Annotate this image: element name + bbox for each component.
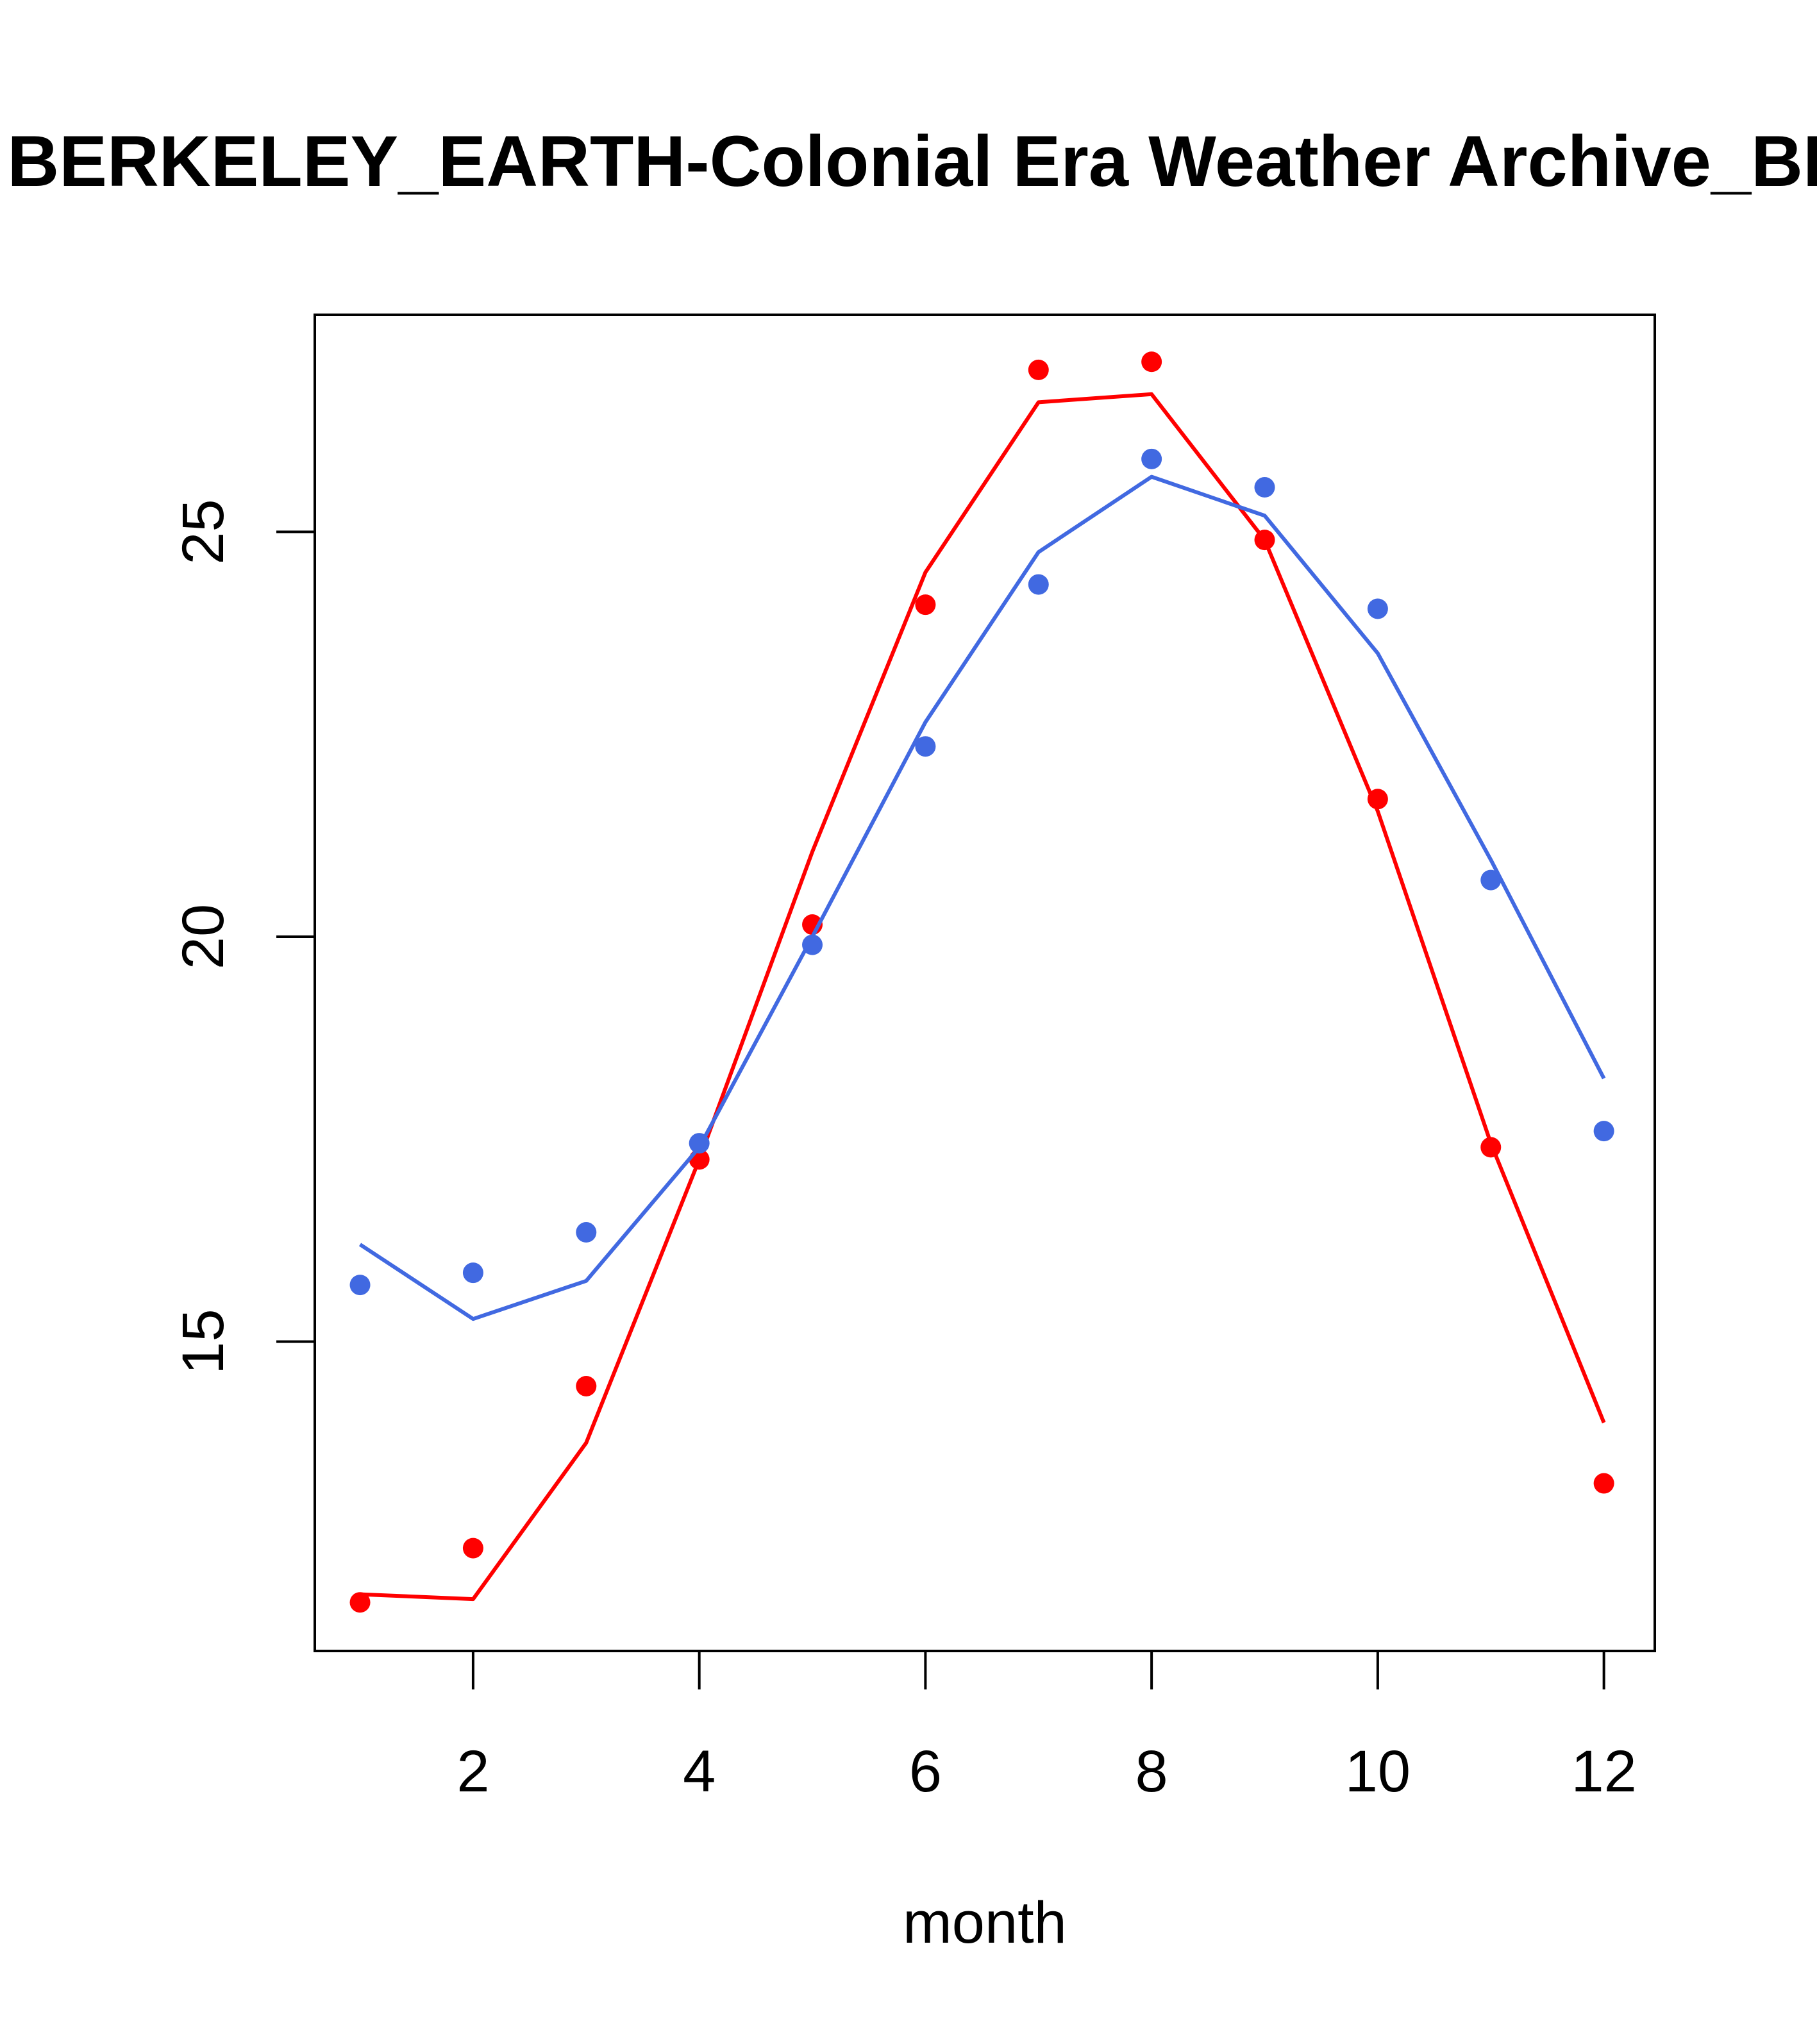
data-point xyxy=(349,1592,371,1613)
data-point xyxy=(349,1275,371,1296)
data-point xyxy=(915,736,936,757)
data-point xyxy=(1254,530,1275,551)
data-point xyxy=(1480,1137,1502,1158)
x-tick-label: 8 xyxy=(1135,1739,1168,1804)
x-axis-title: month xyxy=(903,1890,1067,1956)
series-line xyxy=(360,392,1606,1602)
x-tick-label: 4 xyxy=(683,1739,716,1804)
data-point xyxy=(1593,1121,1614,1142)
data-point xyxy=(1028,574,1049,595)
data-point xyxy=(1480,869,1502,891)
data-point xyxy=(1593,1473,1614,1494)
x-tick-label: 12 xyxy=(1571,1739,1636,1804)
y-tick-label: 20 xyxy=(171,904,236,969)
data-point xyxy=(576,1375,597,1396)
x-tick-label: 10 xyxy=(1345,1739,1411,1804)
data-point xyxy=(1367,598,1388,619)
data-point xyxy=(462,1262,483,1284)
x-axis: 2 4 6 8 10 12 xyxy=(456,1650,1637,1804)
data-point xyxy=(576,1222,597,1243)
plot-frame xyxy=(314,314,1656,1652)
data-point xyxy=(1254,477,1275,498)
x-tick-label: 2 xyxy=(456,1739,489,1804)
series-1 xyxy=(349,448,1614,1321)
data-point xyxy=(915,594,936,616)
data-point xyxy=(1367,789,1388,810)
data-point xyxy=(802,934,823,955)
x-tick-label: 6 xyxy=(909,1739,942,1804)
data-point xyxy=(462,1537,483,1559)
series-layer xyxy=(349,351,1614,1613)
y-tick-label: 25 xyxy=(171,499,236,564)
data-point xyxy=(1141,351,1162,373)
y-axis: 15 20 25 xyxy=(171,499,316,1375)
data-point xyxy=(689,1133,710,1154)
series-line xyxy=(358,474,1606,1321)
data-point xyxy=(1141,448,1162,469)
data-point xyxy=(1028,359,1049,380)
y-tick-label: 15 xyxy=(171,1309,236,1374)
chart-title: BERKELEY_EARTH-Colonial Era Weather Arch… xyxy=(7,121,1817,201)
series-0 xyxy=(349,351,1614,1613)
